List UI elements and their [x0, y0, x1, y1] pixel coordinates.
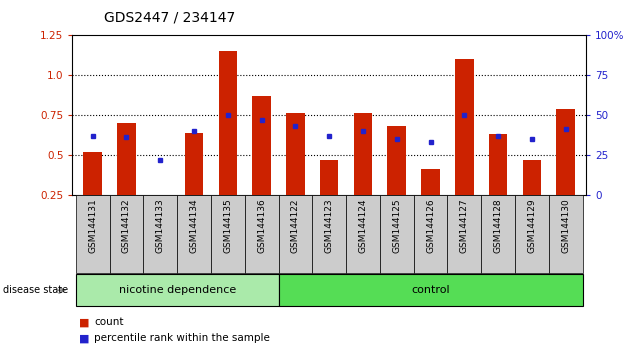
Bar — [489, 134, 507, 195]
Text: GSM144135: GSM144135 — [224, 199, 232, 253]
Bar — [185, 132, 203, 195]
Bar — [253, 96, 271, 195]
Bar — [278, 195, 312, 273]
Bar — [387, 126, 406, 195]
Text: control: control — [411, 285, 450, 295]
Bar — [556, 109, 575, 195]
Bar — [346, 195, 380, 273]
Text: ■: ■ — [79, 333, 89, 343]
Bar — [447, 195, 481, 273]
Bar — [110, 195, 144, 273]
Text: percentile rank within the sample: percentile rank within the sample — [94, 333, 270, 343]
Text: ■: ■ — [79, 318, 89, 327]
Bar — [353, 113, 372, 195]
Text: GSM144132: GSM144132 — [122, 199, 131, 253]
Bar — [414, 195, 447, 273]
Text: GSM144136: GSM144136 — [257, 199, 266, 253]
Bar — [244, 195, 278, 273]
Text: GSM144123: GSM144123 — [324, 199, 334, 253]
Text: GSM144130: GSM144130 — [561, 199, 570, 253]
Bar — [320, 160, 338, 195]
Text: GSM144125: GSM144125 — [392, 199, 401, 253]
Bar — [76, 274, 278, 306]
Bar — [455, 59, 474, 195]
Text: count: count — [94, 318, 124, 327]
Bar — [117, 123, 136, 195]
Text: GSM144122: GSM144122 — [291, 199, 300, 253]
Bar — [481, 195, 515, 273]
Text: GSM144131: GSM144131 — [88, 199, 97, 253]
Text: GDS2447 / 234147: GDS2447 / 234147 — [104, 11, 235, 25]
Bar — [515, 195, 549, 273]
Text: nicotine dependence: nicotine dependence — [118, 285, 236, 295]
Bar — [76, 195, 110, 273]
Text: disease state: disease state — [3, 285, 68, 295]
Text: GSM144126: GSM144126 — [426, 199, 435, 253]
Text: GSM144134: GSM144134 — [190, 199, 198, 253]
Text: GSM144129: GSM144129 — [527, 199, 536, 253]
Bar — [286, 113, 305, 195]
Text: GSM144124: GSM144124 — [358, 199, 367, 253]
Text: GSM144133: GSM144133 — [156, 199, 165, 253]
Bar — [312, 195, 346, 273]
Bar — [211, 195, 244, 273]
Bar — [83, 152, 102, 195]
Bar — [144, 195, 177, 273]
Bar — [219, 51, 237, 195]
Text: GSM144127: GSM144127 — [460, 199, 469, 253]
Bar — [278, 274, 583, 306]
Bar — [421, 169, 440, 195]
Text: GSM144128: GSM144128 — [493, 199, 503, 253]
Bar — [522, 160, 541, 195]
Bar — [177, 195, 211, 273]
Bar — [549, 195, 583, 273]
Bar — [380, 195, 414, 273]
